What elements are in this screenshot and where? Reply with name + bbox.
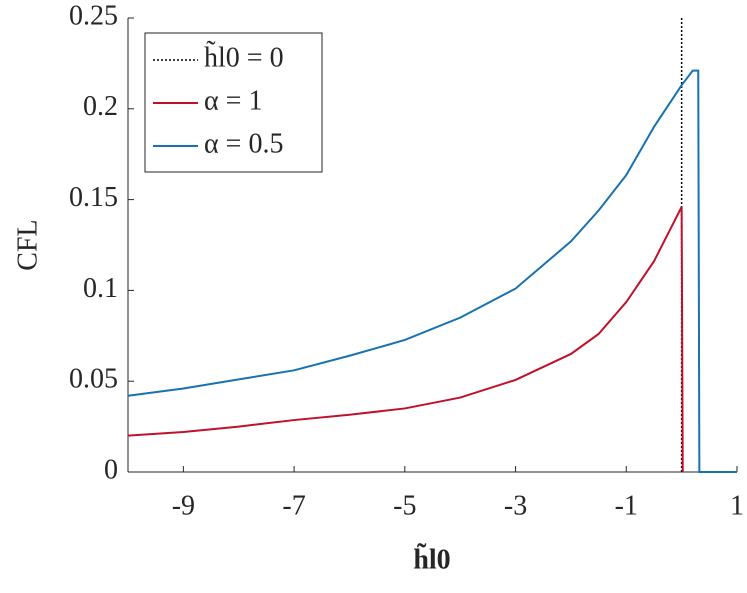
y-axis-label: CFL [12, 219, 43, 270]
legend-label: α = 1 [204, 85, 262, 116]
y-tick-label: 0.2 [83, 91, 118, 122]
x-tick-label: -1 [615, 490, 638, 521]
x-tick-label: -5 [393, 490, 416, 521]
x-tick-label: -3 [504, 490, 527, 521]
x-axis-label: h̃l0 [413, 544, 450, 575]
y-tick-label: 0.25 [69, 0, 118, 31]
x-tick-label: -7 [282, 490, 305, 521]
series-line [127, 206, 684, 473]
y-tick-label: 0 [104, 454, 118, 485]
y-tick-label: 0.05 [69, 364, 118, 395]
y-tick-label: 0.15 [69, 182, 118, 213]
series-line [127, 69, 737, 473]
legend-label: α = 0.5 [204, 128, 283, 159]
y-tick-label: 0.1 [83, 273, 118, 304]
x-tick-label: -9 [172, 490, 195, 521]
legend-label: h̃l0 = 0 [204, 41, 284, 74]
x-tick-label: 1 [730, 490, 744, 521]
